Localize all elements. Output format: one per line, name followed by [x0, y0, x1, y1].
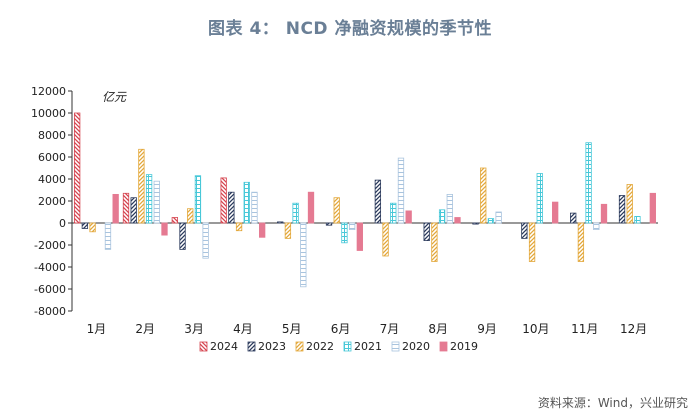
bar-2021-7月: [390, 202, 397, 224]
x-tick-label: 3月: [184, 322, 204, 336]
bar-2019-12月: [649, 192, 656, 224]
y-tick-label: -8000: [34, 305, 66, 318]
bar-2023-5月: [277, 221, 284, 224]
bar-2020-8月: [446, 193, 453, 224]
y-tick-label: 4000: [38, 173, 66, 186]
legend-swatch-2022: [295, 341, 304, 352]
bar-2020-2月: [153, 180, 160, 224]
bar-2022-7月: [382, 222, 389, 257]
bar-2022-3月: [187, 208, 194, 224]
bar-2024-3月: [171, 217, 178, 224]
legend-label-2020: 2020: [402, 340, 430, 353]
bar-2023-4月: [228, 191, 235, 224]
bar-2021-4月: [243, 181, 250, 224]
source-note: 资料来源：Wind，兴业研究: [537, 396, 688, 410]
bar-2024-2月: [122, 192, 130, 224]
bar-2022-11月: [577, 222, 585, 262]
y-tick-label: 6000: [38, 151, 66, 164]
legend-label-2021: 2021: [354, 340, 382, 353]
y-tick-label: 8000: [38, 129, 66, 142]
legend-label-2023: 2023: [258, 340, 286, 353]
y-tick-label: -2000: [34, 239, 66, 252]
y-tick-label: 0: [59, 217, 66, 230]
legend-label-2019: 2019: [450, 340, 478, 353]
x-tick-label: 10月: [522, 322, 549, 336]
y-unit-label: 亿元: [102, 90, 127, 104]
bar-2020-1月: [104, 222, 112, 250]
x-tick-label: 4月: [233, 322, 253, 336]
x-tick-label: 6月: [331, 322, 351, 336]
y-tick-label: 12000: [31, 85, 66, 98]
bar-2021-3月: [194, 175, 202, 224]
bar-2020-3月: [202, 222, 209, 259]
bar-2020-11月: [593, 222, 600, 230]
bar-2023-2月: [130, 197, 137, 224]
bar-2019-1月: [112, 193, 119, 224]
x-tick-label: 9月: [477, 322, 497, 336]
x-tick-label: 2月: [135, 322, 155, 336]
bar-2024-1月: [74, 112, 81, 224]
bar-2019-5月: [307, 191, 315, 224]
bar-2022-5月: [284, 222, 292, 239]
bar-2022-10月: [528, 222, 536, 262]
bar-2021-6月: [341, 222, 348, 244]
bar-2020-7月: [397, 157, 405, 224]
bar-2019-6月: [356, 222, 363, 251]
bar-2021-10月: [536, 173, 543, 224]
legend-label-2024: 2024: [210, 340, 238, 353]
x-tick-label: 7月: [380, 322, 400, 336]
y-tick-label: 10000: [31, 107, 66, 120]
bar-2019-4月: [259, 222, 266, 238]
bar-2021-2月: [145, 174, 153, 224]
bar-2021-12月: [634, 215, 641, 224]
y-tick-label: 2000: [38, 195, 66, 208]
y-tick-label: -4000: [34, 261, 66, 274]
bar-2020-9月: [495, 211, 502, 224]
x-tick-label: 5月: [282, 322, 302, 336]
bar-2023-12月: [618, 195, 626, 224]
bar-2023-6月: [325, 222, 333, 226]
legend-swatch-2020: [391, 341, 400, 352]
bar-2021-9月: [487, 218, 495, 224]
bar-2022-6月: [333, 197, 340, 224]
bar-2022-4月: [235, 222, 243, 232]
legend-label-2022: 2022: [306, 340, 334, 353]
bar-2023-11月: [570, 212, 577, 224]
bar-2019-2月: [161, 222, 168, 236]
x-tick-label: 8月: [428, 322, 448, 336]
bar-2021-8月: [438, 209, 446, 224]
bar-2023-1月: [81, 222, 89, 229]
bar-2022-9月: [480, 167, 487, 224]
y-tick-label: -6000: [34, 283, 66, 296]
bar-2022-1月: [89, 222, 96, 233]
bar-2021-5月: [292, 202, 299, 224]
bar-2020-6月: [348, 222, 356, 230]
bar-2019-7月: [405, 210, 412, 224]
bar-2019-8月: [454, 217, 461, 224]
legend-swatch-2021: [343, 341, 352, 352]
legend-swatch-2023: [247, 341, 256, 352]
bar-2021-11月: [585, 142, 592, 224]
bar-2022-12月: [626, 184, 633, 224]
bar-2019-10月: [552, 201, 559, 224]
x-tick-label: 12月: [620, 322, 647, 336]
x-tick-label: 11月: [571, 322, 598, 336]
bar-2020-5月: [300, 222, 307, 288]
bar-2023-9月: [472, 222, 479, 225]
bar-2020-4月: [251, 191, 258, 224]
bar-2022-2月: [138, 148, 145, 224]
legend-swatch-2019: [439, 341, 448, 352]
bar-2023-10月: [521, 222, 528, 239]
bar-2024-4月: [220, 177, 227, 224]
bar-2023-7月: [374, 179, 382, 224]
legend-swatch-2024: [199, 341, 208, 352]
bar-2023-3月: [179, 222, 186, 250]
chart-title: 图表 4： NCD 净融资规模的季节性: [208, 19, 492, 39]
bar-2022-8月: [431, 222, 438, 262]
bar-2019-11月: [600, 203, 608, 224]
bar-2023-8月: [423, 222, 430, 242]
x-tick-label: 1月: [87, 322, 107, 336]
